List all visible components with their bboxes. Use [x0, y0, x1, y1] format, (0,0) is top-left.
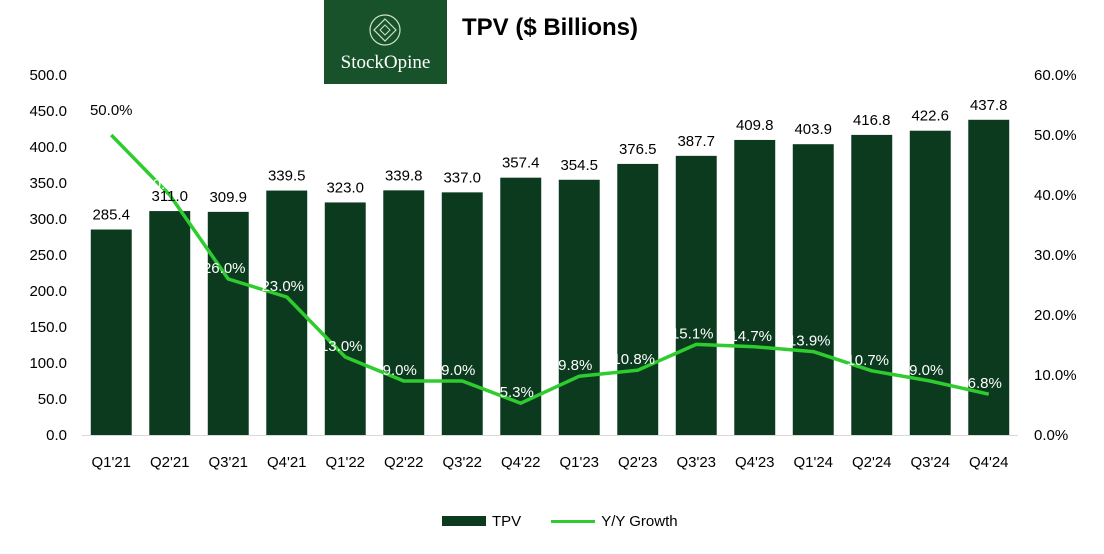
y-left-tick-label: 450.0: [29, 103, 67, 120]
bar-tpv: [851, 134, 893, 436]
y-right-tick-label: 0.0%: [1034, 427, 1068, 444]
bar-value-label: 376.5: [619, 141, 657, 158]
x-tick-label: Q1'21: [91, 454, 131, 471]
bar-tpv: [383, 190, 425, 435]
bar-tpv: [675, 155, 717, 435]
x-tick-label: Q4'24: [969, 454, 1009, 471]
legend-label-tpv: TPV: [492, 512, 522, 530]
x-tick-label: Q2'22: [384, 454, 424, 471]
growth-value-label: 40.0%: [144, 176, 187, 193]
diamond-logo-icon: [369, 14, 401, 46]
growth-value-label: 9.0%: [441, 362, 475, 379]
legend: TPV Y/Y Growth: [442, 512, 678, 530]
stockopine-logo: StockOpine: [324, 0, 447, 84]
y-right-tick-label: 40.0%: [1034, 187, 1077, 204]
bar-value-label: 357.4: [502, 155, 540, 172]
x-tick-label: Q4'22: [501, 454, 541, 471]
y-left-tick-label: 50.0: [38, 391, 67, 408]
x-tick-label: Q1'22: [325, 454, 365, 471]
x-tick-label: Q3'22: [442, 454, 482, 471]
bar-value-label: 337.0: [443, 169, 481, 186]
y-left-tick-label: 350.0: [29, 175, 67, 192]
bar-value-label: 285.4: [92, 207, 130, 224]
growth-value-label: 15.1%: [671, 325, 714, 342]
bar-tpv: [792, 144, 834, 435]
bar-tpv: [617, 163, 659, 436]
legend-swatch-tpv: [442, 516, 486, 527]
y-right-tick-label: 60.0%: [1034, 67, 1077, 84]
y-left-tick-label: 150.0: [29, 319, 67, 336]
x-tick-label: Q3'21: [208, 454, 248, 471]
growth-value-label: 14.7%: [729, 328, 772, 345]
y-left-tick-label: 0.0: [46, 427, 67, 444]
y-left-tick-label: 400.0: [29, 139, 67, 156]
chart-title: TPV ($ Billions): [462, 14, 639, 41]
bar-tpv: [734, 139, 776, 435]
y-left-tick-label: 300.0: [29, 211, 67, 228]
bar-value-label: 339.5: [268, 168, 306, 185]
x-tick-label: Q4'21: [267, 454, 307, 471]
y-left-tick-label: 200.0: [29, 283, 67, 300]
bar-value-label: 387.7: [677, 133, 715, 150]
growth-value-label: 5.3%: [500, 384, 534, 401]
bar-value-label: 409.8: [736, 117, 774, 134]
bar-value-label: 437.8: [970, 97, 1008, 114]
x-tick-label: Q3'23: [676, 454, 716, 471]
bar-value-label: 339.8: [385, 167, 423, 184]
x-tick-label: Q2'23: [618, 454, 658, 471]
x-tick-label: Q2'21: [150, 454, 190, 471]
bar-tpv: [558, 179, 600, 435]
growth-value-label: 9.0%: [383, 362, 417, 379]
bar-tpv: [968, 119, 1010, 435]
legend-swatch-growth: [551, 519, 596, 523]
y-left-tick-label: 250.0: [29, 247, 67, 264]
y-right-tick-label: 10.0%: [1034, 367, 1077, 384]
bar-tpv: [909, 130, 951, 435]
line-yoy-growth: [109, 133, 990, 405]
bar-tpv: [441, 192, 483, 435]
y-right-tick-label: 20.0%: [1034, 307, 1077, 324]
x-tick-label: Q1'23: [559, 454, 599, 471]
growth-value-label: 10.8%: [612, 351, 655, 368]
bar-value-label: 403.9: [794, 121, 832, 138]
bar-value-label: 422.6: [911, 108, 949, 125]
growth-value-label: 6.8%: [968, 375, 1002, 392]
bar-tpv: [149, 211, 191, 435]
x-tick-label: Q4'23: [735, 454, 775, 471]
growth-value-label: 26.0%: [203, 260, 246, 277]
y-right-tick-label: 50.0%: [1034, 127, 1077, 144]
logo-text: StockOpine: [340, 52, 431, 73]
y-right-tick-label: 30.0%: [1034, 247, 1077, 264]
growth-value-label: 13.0%: [320, 338, 363, 355]
bar-value-label: 309.9: [209, 189, 247, 206]
bar-value-label: 323.0: [326, 179, 364, 196]
bar-value-label: 416.8: [853, 112, 891, 129]
growth-value-label: 9.8%: [558, 357, 592, 374]
y-left-tick-label: 500.0: [29, 67, 67, 84]
bar-tpv: [324, 202, 366, 435]
growth-value-label: 13.9%: [788, 333, 831, 350]
bar-tpv: [500, 177, 542, 435]
x-tick-label: Q3'24: [910, 454, 950, 471]
bar-tpv: [207, 211, 249, 435]
growth-value-label: 23.0%: [261, 278, 304, 295]
legend-label-growth: Y/Y Growth: [601, 512, 678, 530]
growth-value-label: 9.0%: [909, 362, 943, 379]
x-tick-label: Q1'24: [793, 454, 833, 471]
growth-value-label: 50.0%: [90, 102, 133, 119]
bar-tpv: [90, 229, 132, 435]
bar-value-label: 354.5: [560, 157, 598, 174]
y-left-tick-label: 100.0: [29, 355, 67, 372]
growth-value-label: 10.7%: [846, 352, 889, 369]
x-tick-label: Q2'24: [852, 454, 892, 471]
bar-value-label: 311.0: [152, 188, 188, 205]
